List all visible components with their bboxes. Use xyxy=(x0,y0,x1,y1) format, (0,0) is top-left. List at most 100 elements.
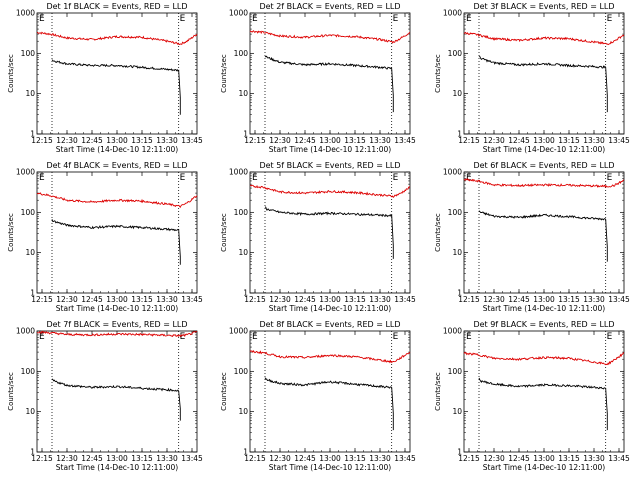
panel-det-1: Det 1f BLACK = Events, RED = LLD 1 10 100 10… xyxy=(7,2,203,154)
events-series-line xyxy=(264,55,394,113)
x-tick-label: 13:00 xyxy=(319,136,341,145)
y-tick-label: 100 xyxy=(21,367,36,376)
x-axis-label: Start Time (14-Dec-10 12:11:00) xyxy=(483,145,605,154)
y-tick-label: 100 xyxy=(234,49,249,58)
x-tick-label: 12:30 xyxy=(269,136,291,145)
x-tick-label: 13:45 xyxy=(394,295,416,304)
x-tick-label: 13:30 xyxy=(156,295,178,304)
y-axis-label: Counts/sec xyxy=(434,213,442,252)
events-series-line xyxy=(51,59,181,115)
x-tick-label: 12:45 xyxy=(508,454,530,463)
x-tick-label: 13:30 xyxy=(583,454,605,463)
x-tick-label: 13:45 xyxy=(394,454,416,463)
x-tick-label: 12:30 xyxy=(56,136,78,145)
events-series-line xyxy=(264,206,394,259)
marker-label-end: E xyxy=(180,173,186,183)
marker-label-end: E xyxy=(180,14,186,24)
marker-label-start: E xyxy=(39,173,45,183)
panel-det-9: Det 9f BLACK = Events, RED = LLD 1 10 100 10… xyxy=(434,320,630,472)
panel-title: Det 5f BLACK = Events, RED = LLD xyxy=(259,161,400,170)
y-tick-label: 100 xyxy=(448,208,463,217)
lld-series-line xyxy=(36,192,198,208)
events-series-line xyxy=(478,55,608,113)
y-tick-label: 100 xyxy=(448,49,463,58)
lld-series-line xyxy=(463,31,625,46)
y-tick-label: 1 xyxy=(30,448,35,457)
panel-title: Det 6f BLACK = Events, RED = LLD xyxy=(473,161,614,170)
y-tick-label: 100 xyxy=(21,208,36,217)
x-tick-label: 12:15 xyxy=(244,136,266,145)
lld-series-line xyxy=(249,184,411,199)
x-tick-label: 13:15 xyxy=(344,295,366,304)
x-tick-label: 13:30 xyxy=(156,454,178,463)
y-axis-label: Counts/sec xyxy=(220,54,228,93)
events-series-line xyxy=(478,377,608,431)
y-tick-label: 1000 xyxy=(229,168,248,177)
marker-label-start: E xyxy=(252,14,258,24)
marker-label-end: E xyxy=(607,332,613,342)
lld-series-line xyxy=(37,31,198,46)
marker-label-start: E xyxy=(39,14,45,24)
x-tick-label: 12:45 xyxy=(294,454,316,463)
plot-frame xyxy=(36,12,198,135)
y-tick-label: 1 xyxy=(457,130,462,139)
y-axis-label: Counts/sec xyxy=(434,372,442,411)
y-tick-label: 100 xyxy=(448,367,463,376)
x-tick-label: 12:45 xyxy=(294,295,316,304)
x-tick-label: 12:15 xyxy=(458,136,480,145)
y-tick-label: 10 xyxy=(238,248,248,257)
x-axis-label: Start Time (14-Dec-10 12:11:00) xyxy=(56,463,178,472)
y-tick-label: 1 xyxy=(30,289,35,298)
x-tick-label: 12:30 xyxy=(483,295,505,304)
panel-det-2: Det 2f BLACK = Events, RED = LLD 1 10 100 10… xyxy=(220,2,416,154)
x-tick-label: 13:30 xyxy=(369,295,391,304)
y-tick-label: 1000 xyxy=(16,168,35,177)
y-axis-label: Counts/sec xyxy=(220,372,228,411)
lld-series-line xyxy=(36,330,198,338)
x-tick-label: 13:00 xyxy=(319,454,341,463)
x-tick-label: 13:30 xyxy=(156,136,178,145)
x-axis-label: Start Time (14-Dec-10 12:11:00) xyxy=(483,304,605,313)
x-tick-label: 13:45 xyxy=(181,136,203,145)
panel-title: Det 7f BLACK = Events, RED = LLD xyxy=(46,320,187,329)
marker-label-start: E xyxy=(466,332,472,342)
y-tick-label: 1 xyxy=(243,448,248,457)
x-tick-label: 13:45 xyxy=(181,295,203,304)
panel-det-6: Det 6f BLACK = Events, RED = LLD 1 10 100 10… xyxy=(434,161,630,313)
plot-frame xyxy=(249,330,411,453)
panel-det-8: Det 8f BLACK = Events, RED = LLD 1 10 100 10… xyxy=(220,320,416,472)
y-axis-label: Counts/sec xyxy=(7,372,15,411)
y-tick-label: 100 xyxy=(21,49,36,58)
x-tick-label: 13:00 xyxy=(106,295,128,304)
x-tick-label: 12:30 xyxy=(56,454,78,463)
lld-series-line xyxy=(463,178,625,189)
panel-title: Det 2f BLACK = Events, RED = LLD xyxy=(259,2,400,11)
x-tick-label: 13:45 xyxy=(608,295,630,304)
panel-det-5: Det 5f BLACK = Events, RED = LLD 1 10 100 10… xyxy=(220,161,416,313)
x-tick-label: 12:15 xyxy=(458,454,480,463)
x-tick-label: 12:45 xyxy=(508,136,530,145)
x-tick-label: 13:00 xyxy=(106,136,128,145)
panel-title: Det 3f BLACK = Events, RED = LLD xyxy=(473,2,614,11)
x-tick-label: 13:15 xyxy=(558,136,580,145)
y-tick-label: 1000 xyxy=(443,327,462,336)
events-series-line xyxy=(478,210,608,262)
y-tick-label: 10 xyxy=(25,407,35,416)
y-axis-label: Counts/sec xyxy=(220,213,228,252)
y-tick-label: 1 xyxy=(243,130,248,139)
y-axis-label: Counts/sec xyxy=(7,54,15,93)
x-tick-label: 12:30 xyxy=(269,454,291,463)
x-tick-label: 12:15 xyxy=(31,136,53,145)
y-tick-label: 1 xyxy=(243,289,248,298)
y-tick-label: 10 xyxy=(238,89,248,98)
panel-det-3: Det 3f BLACK = Events, RED = LLD 1 10 100 10… xyxy=(434,2,630,154)
x-axis-label: Start Time (14-Dec-10 12:11:00) xyxy=(269,145,391,154)
marker-label-end: E xyxy=(607,14,613,24)
events-series-line xyxy=(51,378,181,421)
plot-frame xyxy=(463,12,625,135)
y-tick-label: 1000 xyxy=(443,168,462,177)
y-tick-label: 1 xyxy=(457,448,462,457)
marker-label-start: E xyxy=(252,173,258,183)
marker-label-end: E xyxy=(180,332,186,342)
